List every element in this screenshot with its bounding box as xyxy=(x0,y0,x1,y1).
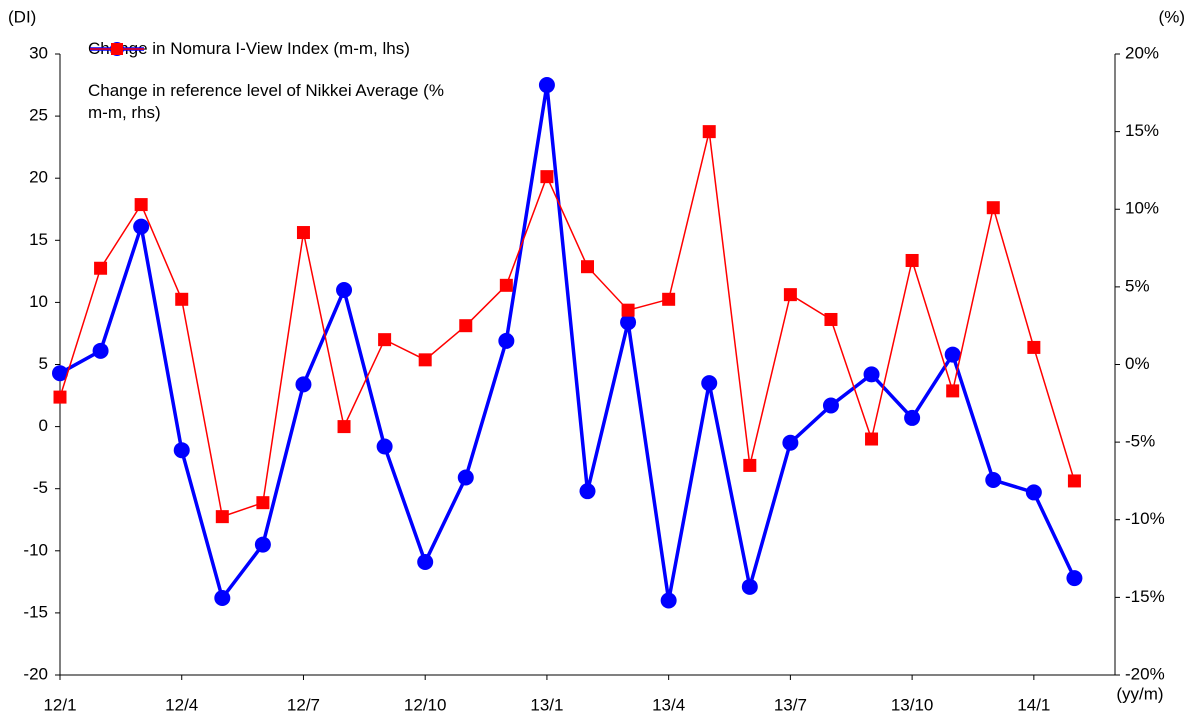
point xyxy=(782,434,799,451)
y2-tick-label: -15% xyxy=(1125,587,1165,606)
point xyxy=(336,281,353,298)
point xyxy=(378,333,392,347)
point xyxy=(660,592,677,609)
point xyxy=(134,198,148,212)
legend-marker xyxy=(111,43,123,55)
y2-tick-label: 5% xyxy=(1125,276,1150,295)
y2-tick-label: 10% xyxy=(1125,199,1159,218)
legend-label: Change in reference level of Nikkei Aver… xyxy=(88,81,444,122)
y2-tick-label: 20% xyxy=(1125,43,1159,62)
x-tick-label: 14/1 xyxy=(1017,695,1050,714)
point xyxy=(173,442,190,459)
y-tick-label: -5 xyxy=(33,478,48,497)
x-tick-label: 13/4 xyxy=(652,695,685,714)
y-tick-label: 20 xyxy=(29,168,48,187)
point xyxy=(214,589,231,606)
y2-tick-label: 15% xyxy=(1125,121,1159,140)
x-tick-label: 12/4 xyxy=(165,695,198,714)
point xyxy=(741,578,758,595)
point xyxy=(499,278,513,292)
point xyxy=(905,253,919,267)
point xyxy=(256,496,270,510)
point xyxy=(1025,484,1042,501)
series-line xyxy=(59,84,1076,602)
point xyxy=(540,170,554,184)
y2-tick-label: 0% xyxy=(1125,354,1150,373)
x-tick-label: 12/7 xyxy=(287,695,320,714)
point xyxy=(1066,570,1083,587)
point xyxy=(457,469,474,486)
point xyxy=(94,261,108,275)
x-tick-label: 12/10 xyxy=(404,695,447,714)
point xyxy=(52,365,68,382)
y-tick-label: -10 xyxy=(23,540,48,559)
legend-entry: Change in reference level of Nikkei Aver… xyxy=(88,43,448,124)
point xyxy=(1067,474,1081,488)
point xyxy=(822,397,839,414)
point xyxy=(337,420,351,434)
series-line xyxy=(59,131,1076,518)
y2-axis-label: (%) xyxy=(1159,7,1185,26)
y-tick-label: 25 xyxy=(29,106,48,125)
y-tick-label: 5 xyxy=(39,354,48,373)
point xyxy=(621,303,635,317)
x-tick-label: 13/7 xyxy=(774,695,807,714)
x-tick-label: 13/10 xyxy=(891,695,934,714)
point xyxy=(579,483,596,500)
y-tick-label: 30 xyxy=(29,43,48,62)
point xyxy=(254,536,271,553)
legend-key xyxy=(90,43,144,55)
point xyxy=(175,292,189,306)
point xyxy=(702,125,716,139)
point xyxy=(863,366,880,383)
point xyxy=(985,472,1002,489)
point xyxy=(620,314,637,331)
point xyxy=(376,438,393,455)
y2-tick-label: -20% xyxy=(1125,664,1165,683)
point xyxy=(92,342,109,359)
x-axis-label: (yy/m) xyxy=(1116,684,1163,703)
point xyxy=(215,510,229,524)
point xyxy=(904,409,921,426)
x-tick-label: 12/1 xyxy=(43,695,76,714)
point xyxy=(53,390,67,404)
x-tick-label: 13/1 xyxy=(530,695,563,714)
y-tick-label: 0 xyxy=(39,416,48,435)
point xyxy=(783,288,797,302)
y-tick-label: 15 xyxy=(29,230,48,249)
point xyxy=(865,432,879,446)
point xyxy=(418,353,432,367)
y-tick-label: -20 xyxy=(23,664,48,683)
y-tick-label: 10 xyxy=(29,292,48,311)
point xyxy=(498,332,515,349)
point xyxy=(581,260,594,274)
point xyxy=(986,201,1000,215)
y-axis-label: (DI) xyxy=(8,7,36,26)
point xyxy=(946,384,960,398)
point xyxy=(743,458,757,472)
point xyxy=(133,218,150,235)
point xyxy=(459,319,473,333)
point xyxy=(1027,340,1041,354)
point xyxy=(824,312,838,326)
legend: Change in Nomura I-View Index (m-m, lhs)… xyxy=(88,38,448,144)
legend-label: Change in Nomura I-View Index (m-m, lhs) xyxy=(88,39,410,58)
y-tick-label: -15 xyxy=(23,602,48,621)
point xyxy=(662,292,676,306)
point xyxy=(701,375,718,392)
point xyxy=(944,346,961,363)
y2-tick-label: -10% xyxy=(1125,509,1165,528)
point xyxy=(296,226,310,240)
point xyxy=(538,77,555,94)
y2-tick-label: -5% xyxy=(1125,432,1155,451)
point xyxy=(417,553,434,570)
point xyxy=(295,376,312,393)
